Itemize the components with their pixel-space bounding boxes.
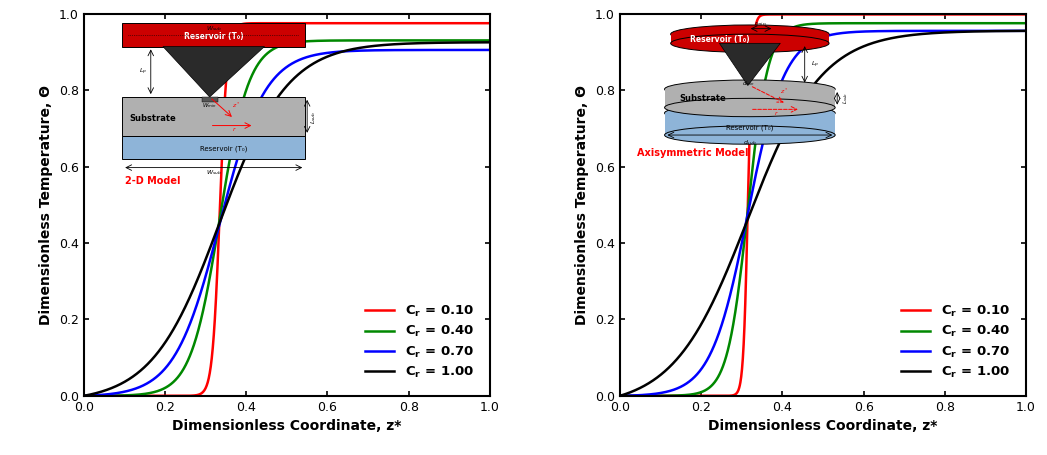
Y-axis label: Dimensionless Temperature, Θ: Dimensionless Temperature, Θ: [576, 85, 589, 325]
Y-axis label: Dimensionless Temperature, Θ: Dimensionless Temperature, Θ: [40, 85, 53, 325]
Legend: $\mathbf{C_r}$ = 0.10, $\mathbf{C_r}$ = 0.40, $\mathbf{C_r}$ = 0.70, $\mathbf{C_: $\mathbf{C_r}$ = 0.10, $\mathbf{C_r}$ = …: [360, 298, 480, 385]
X-axis label: Dimensionless Coordinate, z*: Dimensionless Coordinate, z*: [172, 419, 402, 433]
X-axis label: Dimensionless Coordinate, z*: Dimensionless Coordinate, z*: [708, 419, 938, 433]
Legend: $\mathbf{C_r}$ = 0.10, $\mathbf{C_r}$ = 0.40, $\mathbf{C_r}$ = 0.70, $\mathbf{C_: $\mathbf{C_r}$ = 0.10, $\mathbf{C_r}$ = …: [896, 298, 1016, 385]
